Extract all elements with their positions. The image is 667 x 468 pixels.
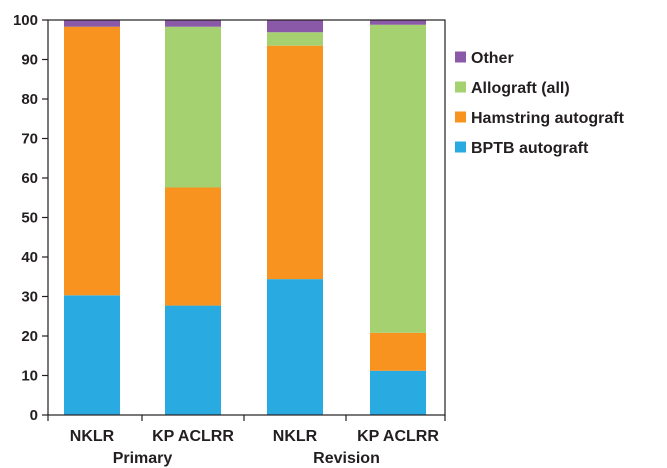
y-tick-label: 0 [30, 407, 38, 424]
legend-label-hamstring-autograft: Hamstring autograft [471, 110, 625, 127]
bar-segment-bptb-autograft-3 [267, 279, 323, 415]
y-tick-label: 80 [21, 91, 38, 108]
bar-segment-allograft-all-2 [165, 26, 221, 188]
bar-segment-hamstring-autograft-2 [165, 187, 221, 306]
bar-segment-other-3 [267, 20, 323, 33]
x-category-label: NKLR [70, 428, 115, 445]
x-group-label: Revision [313, 450, 380, 467]
legend: Other Allograft (all) Hamstring autograft B… [455, 50, 625, 157]
x-category-label: NKLR [273, 428, 318, 445]
x-group-label: Primary [113, 450, 173, 467]
y-tick-label: 60 [21, 170, 38, 187]
x-category-label: KP ACLRR [152, 428, 234, 445]
y-tick-label: 50 [21, 210, 38, 227]
bar-segment-other-1 [64, 20, 120, 27]
y-tick-label: 40 [21, 249, 38, 266]
legend-swatch-allograft-all [455, 81, 466, 93]
x-axis: NKLR KP ACLRR NKLR KP ACLRR Primary Revision [47, 415, 446, 467]
y-tick-label: 70 [21, 131, 38, 148]
bar-segment-other-2 [165, 20, 221, 27]
plot-area [47, 19, 446, 416]
legend-swatch-hamstring-autograft [455, 111, 466, 123]
legend-label-allograft-all: Allograft (all) [471, 80, 570, 97]
legend-label-other: Other [471, 50, 514, 67]
bar-segment-bptb-autograft-2 [165, 305, 221, 415]
y-tick-label: 90 [21, 52, 38, 69]
bar-segment-hamstring-autograft-4 [370, 332, 426, 371]
y-tick-label: 100 [13, 12, 38, 29]
bar-segment-hamstring-autograft-3 [267, 45, 323, 280]
y-tick-label: 10 [21, 368, 38, 385]
bar-segment-hamstring-autograft-1 [64, 26, 120, 296]
bar-segment-bptb-autograft-4 [370, 370, 426, 415]
bar-segment-other-4 [370, 20, 426, 25]
legend-swatch-other [455, 51, 466, 63]
bar-segment-allograft-all-3 [267, 32, 323, 46]
y-tick-label: 20 [21, 328, 38, 345]
legend-label-bptb-autograft: BPTB autograft [471, 140, 589, 157]
bar-segment-bptb-autograft-1 [64, 295, 120, 415]
y-axis: 0 10 20 30 40 50 60 70 80 90 100 [13, 12, 48, 424]
bar-segment-allograft-all-4 [370, 24, 426, 333]
legend-swatch-bptb-autograft [455, 141, 466, 153]
x-category-label: KP ACLRR [357, 428, 439, 445]
y-tick-label: 30 [21, 289, 38, 306]
